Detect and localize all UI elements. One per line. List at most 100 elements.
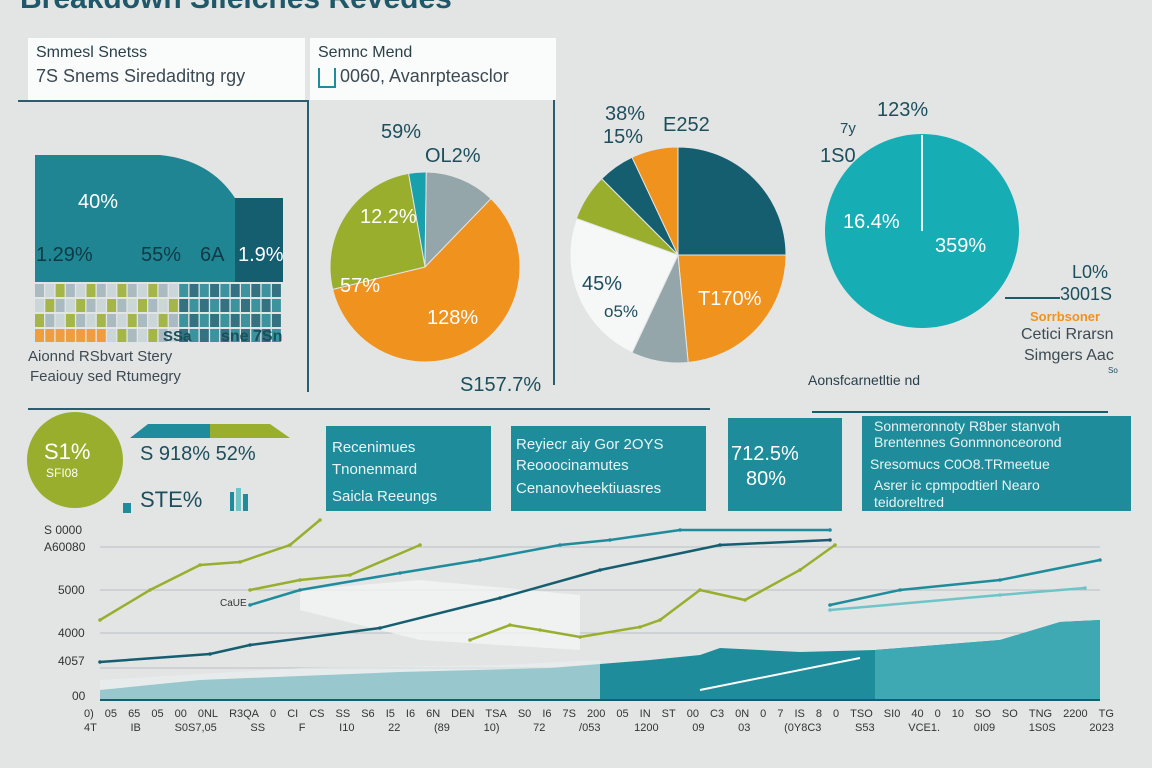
data-point [298, 588, 302, 592]
data-point [578, 635, 582, 639]
building-grid [35, 284, 281, 342]
grid-cell [158, 299, 168, 312]
pie-slice [569, 217, 679, 354]
grid-cell [179, 314, 189, 327]
pie-label: 57% [340, 275, 381, 297]
x-tick: 0 [934, 708, 941, 720]
grid-cell [271, 299, 281, 312]
grid-cell [230, 284, 240, 297]
x-tick: 2200 [1063, 708, 1088, 720]
grid-cell [107, 314, 117, 327]
grid-cell [107, 329, 117, 342]
box-line: Sresomucs C0O8.TRmeetue [870, 456, 1050, 472]
x-tick: S0 [517, 708, 532, 720]
x-tick: VCE1. [908, 722, 941, 734]
divider [28, 408, 710, 410]
grid-cell [127, 284, 137, 297]
grid-cell [76, 284, 86, 297]
bar-block [35, 155, 283, 282]
divider [18, 100, 308, 102]
x-tick: TSA [485, 708, 507, 720]
note-value: 3001S [1060, 284, 1113, 304]
x-ticks-row2: 4T IB S0S7,05 SS F I10 22 (89 10) 72/053 1200 09 03 (… [84, 722, 1114, 734]
grid-cell [230, 329, 240, 342]
x-tick: 0 [833, 708, 840, 720]
pie-slice [631, 146, 679, 256]
x-tick: 7 [777, 708, 784, 720]
data-point [98, 618, 102, 622]
grid-cell [220, 299, 230, 312]
box-line: Cenanovheektiuasres [516, 480, 662, 497]
grid-cell [199, 314, 209, 327]
caption: Aionnd RSbvart Stery [28, 348, 173, 365]
box-line: Saicla Reeungs [332, 488, 438, 505]
x-tick: I6 [405, 708, 416, 720]
data-point [248, 643, 252, 647]
grid-cell [138, 329, 147, 342]
grid-cell [271, 314, 281, 327]
grid-cell [35, 299, 44, 312]
data-point [898, 588, 902, 592]
grid-cell [271, 284, 281, 297]
info-box: Reyiecr aiy Gor 2OYS Reooocinamutes Cena… [511, 426, 706, 511]
grid-label: SSa [163, 328, 192, 345]
grid-cell [199, 329, 209, 342]
x-tick: ST [661, 708, 676, 720]
data-point [743, 598, 747, 602]
area-band [300, 580, 580, 650]
bar-label: 55% [141, 244, 182, 266]
grid-cell [179, 329, 189, 342]
data-point [828, 528, 832, 532]
grid-cell [199, 299, 209, 312]
grid-cell [65, 284, 75, 297]
ste-value: STE% [140, 487, 203, 512]
data-point [248, 588, 252, 592]
x-tick: 65 [128, 708, 141, 720]
mini-bar [123, 503, 131, 513]
grid-cell [96, 284, 106, 297]
grid-cell [158, 314, 168, 327]
data-point [248, 603, 252, 607]
data-point [508, 623, 512, 627]
pie-slice [677, 146, 787, 256]
box-line: Sonmeronnoty R8ber stanvoh [874, 418, 1060, 434]
x-tick: IS [794, 708, 805, 720]
x-tick: 22 [388, 722, 401, 734]
note-label: Aonsfcarnetltie nd [808, 372, 921, 388]
grid-cell [117, 329, 127, 342]
data-point [498, 596, 502, 600]
x-tick: /053 [579, 722, 601, 734]
grid-cell [96, 314, 106, 327]
x-tick: 200 [587, 708, 606, 720]
box-line: Recenimues [332, 439, 416, 456]
box-line: Brentennes Gonmnonceorond [874, 434, 1062, 450]
data-point [718, 543, 722, 547]
data-point [998, 593, 1002, 597]
chart-annotation: CaUE [220, 598, 247, 609]
grid-cell [148, 314, 158, 327]
pie-label: 12.2% [360, 206, 417, 228]
data-point [478, 558, 482, 562]
grid-cell [138, 314, 147, 327]
page-title: Breakdown Siieiches Revedes [20, 0, 452, 16]
series-line [829, 558, 1101, 607]
data-point [638, 625, 642, 629]
bar-label: 40% [78, 191, 119, 213]
x-tick: I6 [542, 708, 552, 720]
grid-cell [45, 284, 55, 297]
series-line [99, 519, 321, 622]
grid-cell [148, 284, 158, 297]
data-point [208, 652, 212, 656]
note-text: Simgers Aac [1024, 347, 1114, 364]
x-tick: 0 [270, 708, 277, 720]
grid-cell [179, 284, 189, 297]
grid-cell [261, 314, 271, 327]
grid-cell [271, 329, 281, 342]
x-tick: 09 [692, 722, 705, 734]
grid-cell [148, 299, 158, 312]
x-tick: SI0 [883, 708, 901, 720]
grid-cell [168, 329, 178, 342]
data-point [1098, 558, 1102, 562]
card-subtitle: 0060, Avanrpteasclor [340, 66, 509, 86]
grid-cell [55, 314, 65, 327]
